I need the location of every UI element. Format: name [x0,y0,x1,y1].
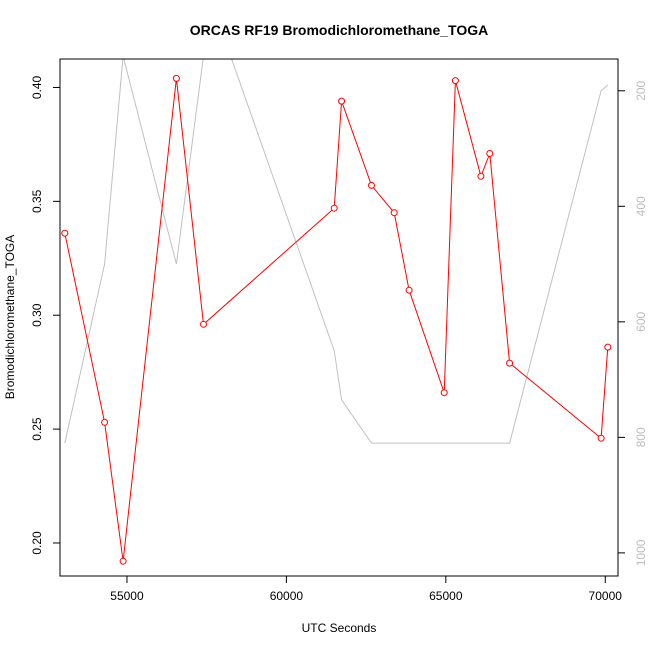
right-y-axis: 200 400 600 800 1000 [617,80,648,566]
data-point [486,150,494,157]
data-point [101,418,109,426]
data-point [477,172,485,180]
main-series-layer [61,74,612,565]
data-point [405,286,413,294]
data-point [172,74,180,82]
x-tick-label: 55000 [110,589,144,603]
data-point [330,204,338,212]
right-y-tick-label: 200 [634,80,648,100]
y-tick-label: 0.20 [30,531,44,555]
x-axis: 55000 60000 65000 70000 [110,575,623,603]
main-series-line [64,78,609,562]
data-point [440,389,448,397]
chart-title: ORCAS RF19 Bromodichloromethane_TOGA [190,22,488,38]
right-y-tick-label: 600 [634,312,648,332]
right-y-tick-label: 1000 [634,539,648,566]
data-point [390,209,398,217]
right-y-tick-label: 400 [634,196,648,216]
right-axis-series-layer [64,59,609,444]
data-point [597,434,605,442]
data-point [506,359,514,367]
data-point [451,77,459,85]
y-tick-label: 0.40 [30,75,44,99]
x-tick-label: 65000 [429,589,463,603]
data-point [61,229,69,237]
y-axis-label: Bromodichloromethane_TOGA [3,235,17,400]
y-tick-label: 0.35 [30,189,44,213]
data-point [338,97,346,105]
y-axis: 0.20 0.25 0.30 0.35 0.40 [30,75,61,555]
data-point [368,181,375,189]
right-y-tick-label: 800 [634,427,648,447]
x-tick-label: 60000 [270,589,304,603]
data-point [119,557,127,565]
y-tick-label: 0.30 [30,303,44,327]
x-tick-label: 70000 [589,589,623,603]
data-point [604,343,612,351]
x-axis-label: UTC Seconds [302,621,377,635]
data-point [200,320,207,328]
y-tick-label: 0.25 [30,417,44,441]
right-axis-series-line [64,59,609,444]
